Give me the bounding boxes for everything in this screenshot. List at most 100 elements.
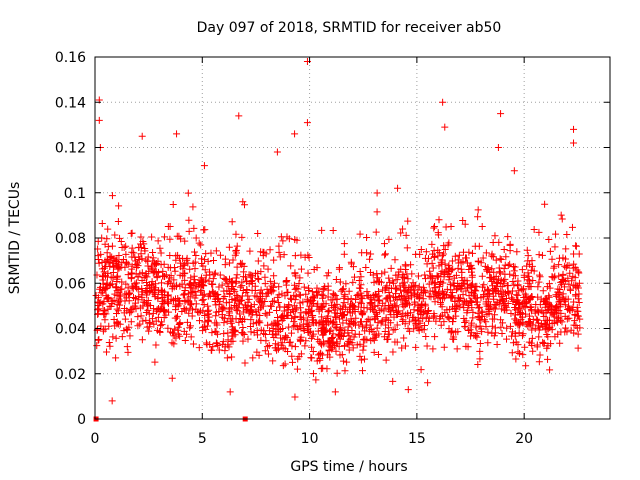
data-point: [239, 304, 247, 312]
data-point: [535, 228, 543, 236]
data-point: [195, 344, 203, 352]
data-point: [440, 242, 448, 250]
data-point: [204, 316, 212, 324]
data-point: [239, 329, 247, 337]
data-point: [212, 247, 220, 255]
data-point: [341, 342, 349, 350]
data-point: [95, 335, 103, 343]
data-point: [519, 351, 527, 359]
data-point: [546, 302, 554, 310]
data-point: [173, 130, 181, 138]
data-point: [122, 258, 130, 266]
data-point: [533, 315, 541, 323]
data-point: [506, 247, 514, 255]
data-point: [336, 326, 344, 334]
data-point: [535, 251, 543, 259]
data-point: [441, 123, 449, 131]
data-point: [295, 280, 303, 288]
data-point: [164, 300, 172, 308]
axis-ticks: 0 0.02 0.04 0.06 0.08 0.1 0.12 0.14 0.16 0 5 10 15 20: [55, 50, 610, 447]
data-point: [359, 346, 367, 354]
data-point: [375, 330, 383, 338]
data-point: [313, 284, 321, 292]
data-point: [215, 300, 223, 308]
data-point: [344, 295, 352, 303]
data-point: [191, 258, 199, 266]
data-point: [223, 276, 231, 284]
data-point: [236, 283, 244, 291]
data-point: [544, 325, 552, 333]
data-point: [513, 298, 521, 306]
data-point: [355, 277, 363, 285]
data-point: [246, 247, 254, 255]
data-point: [424, 379, 432, 387]
data-point: [557, 309, 565, 317]
data-point: [389, 303, 397, 311]
data-point: [397, 286, 405, 294]
data-point: [202, 325, 210, 333]
data-point: [100, 264, 108, 272]
data-point: [117, 292, 125, 300]
data-point: [456, 303, 464, 311]
data-point: [195, 317, 203, 325]
data-point: [341, 290, 349, 298]
data-point: [224, 329, 232, 337]
data-point: [197, 281, 205, 289]
data-point: [543, 283, 551, 291]
data-point: [184, 189, 192, 197]
data-point: [255, 317, 263, 325]
data-point: [373, 313, 381, 321]
data-point: [391, 284, 399, 292]
data-point: [467, 321, 475, 329]
data-point: [562, 245, 570, 253]
data-point: [302, 290, 310, 298]
data-point: [521, 304, 529, 312]
data-point: [489, 292, 497, 300]
data-point: [199, 327, 207, 335]
data-point: [304, 269, 312, 277]
data-point: [149, 282, 157, 290]
data-point: [319, 285, 327, 293]
data-point: [551, 333, 559, 341]
data-point: [399, 273, 407, 281]
data-point: [570, 139, 578, 147]
data-point: [255, 275, 263, 283]
data-point: [267, 302, 275, 310]
data-point: [363, 233, 371, 241]
data-point: [187, 322, 195, 330]
data-point: [367, 300, 375, 308]
data-point: [208, 329, 216, 337]
data-point: [438, 260, 446, 268]
data-point: [215, 346, 223, 354]
data-point: [484, 328, 492, 336]
data-point: [279, 362, 287, 370]
data-point: [476, 322, 484, 330]
data-point: [184, 259, 192, 267]
data-point: [437, 321, 445, 329]
data-point: [192, 251, 200, 259]
data-point: [572, 242, 580, 250]
data-point: [538, 251, 546, 259]
data-point: [394, 271, 402, 279]
data-point: [467, 281, 475, 289]
data-point: [157, 261, 165, 269]
data-point: [331, 306, 339, 314]
data-point: [181, 269, 189, 277]
data-point: [481, 287, 489, 295]
data-point: [220, 319, 228, 327]
data-point: [400, 334, 408, 342]
data-point: [292, 284, 300, 292]
data-point: [291, 236, 299, 244]
data-point: [100, 311, 108, 319]
data-point: [554, 303, 562, 311]
data-point: [257, 336, 265, 344]
data-point: [523, 298, 531, 306]
data-point: [311, 318, 319, 326]
data-point: [405, 284, 413, 292]
data-point: [425, 314, 433, 322]
data-point: [138, 132, 146, 140]
data-point: [95, 259, 103, 267]
data-point: [126, 289, 134, 297]
data-point: [174, 323, 182, 331]
data-point: [239, 315, 247, 323]
